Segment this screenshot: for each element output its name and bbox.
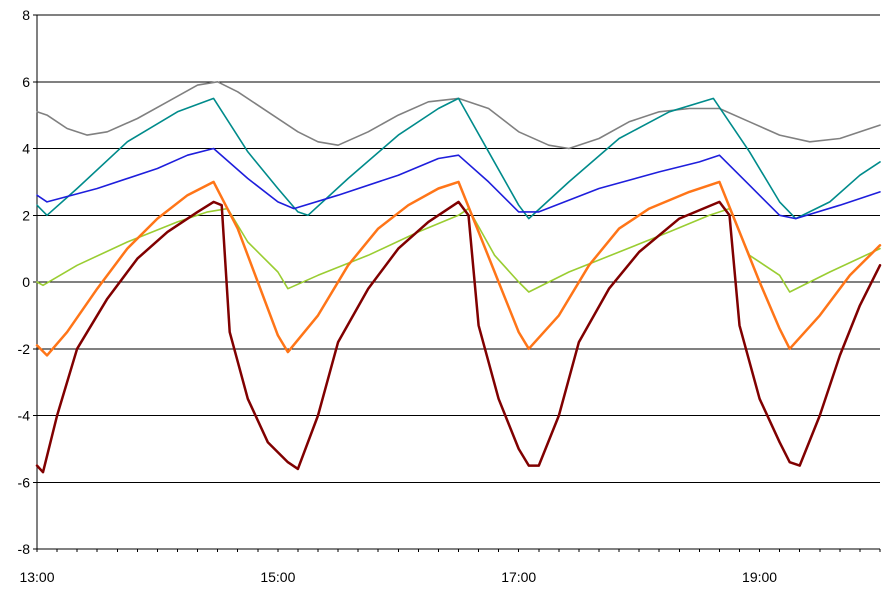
x-axis-ticks: 13:00 15:00 17:00 19:00: [19, 549, 881, 585]
y-tick-label: 4: [22, 141, 30, 157]
y-tick-label: 8: [22, 7, 30, 23]
series-line-6: [35, 200, 882, 474]
y-tick-label: -6: [18, 474, 31, 490]
x-tick-label: 17:00: [501, 569, 536, 585]
y-tick-label: -8: [18, 541, 31, 557]
series-lines: [35, 81, 882, 474]
y-axis-ticks: 8 6 4 2 0 -2 -4 -6 -8: [18, 7, 37, 557]
x-tick-label: 19:00: [742, 569, 777, 585]
series-line-1: [36, 81, 881, 150]
y-tick-label: 0: [22, 274, 30, 290]
x-tick-label: 15:00: [260, 569, 295, 585]
y-tick-label: -4: [18, 408, 31, 424]
series-line-5: [35, 180, 882, 357]
series-line-2: [36, 97, 881, 220]
series-line-3: [36, 147, 881, 220]
y-tick-label: 2: [22, 207, 30, 223]
x-tick-label: 13:00: [19, 569, 54, 585]
gridlines: [37, 14, 880, 483]
y-tick-label: -2: [18, 341, 31, 357]
series-line-4: [36, 207, 881, 293]
y-tick-label: 6: [22, 74, 30, 90]
